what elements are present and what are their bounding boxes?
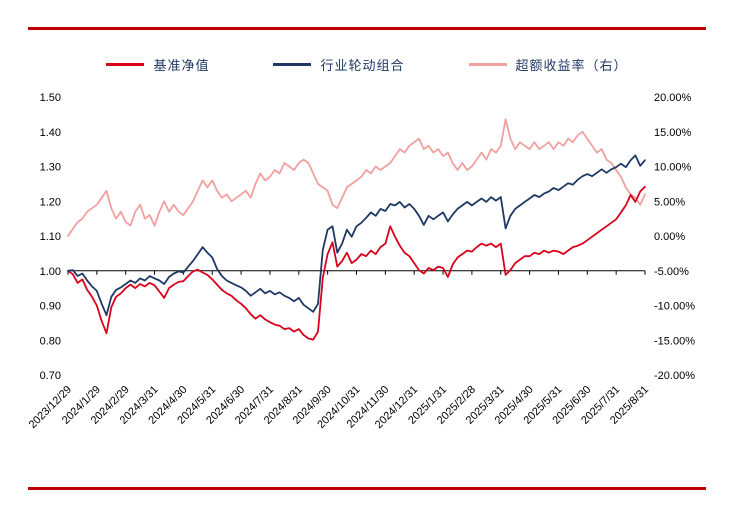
legend-item-benchmark: 基准净值 <box>106 55 209 74</box>
right-axis-tick-label: 15.00% <box>654 127 692 139</box>
top-border-rule <box>28 27 706 30</box>
bottom-border-rule <box>28 487 706 490</box>
x-axis-ticks <box>67 270 646 275</box>
right-axis-tick-label: -5.00% <box>654 266 689 278</box>
series-line-1 <box>67 154 646 317</box>
left-axis-labels: 1.50 1.40 1.30 1.20 1.10 1.00 0.90 0.80 0.70 <box>40 92 61 382</box>
legend-label-rotation-portfolio: 行业轮动组合 <box>320 58 405 73</box>
left-axis-tick-label: 1.30 <box>40 162 61 174</box>
legend-label-excess-return: 超额收益率（右） <box>515 58 628 73</box>
legend-label-benchmark: 基准净值 <box>153 58 210 73</box>
left-axis-tick-label: 1.50 <box>40 92 61 104</box>
left-axis-tick-label: 1.20 <box>40 196 61 208</box>
left-axis-tick-label: 1.10 <box>40 231 61 243</box>
legend-item-rotation-portfolio: 行业轮动组合 <box>273 55 404 74</box>
legend-line-swatch-pink <box>468 63 507 66</box>
right-axis-tick-label: 10.00% <box>654 162 692 174</box>
right-axis-tick-label: -10.00% <box>654 301 695 313</box>
right-axis-labels: 20.00% 15.00% 10.00% 5.00% 0.00% -5.00% -10.00… <box>654 92 695 382</box>
left-axis-tick-label: 0.90 <box>40 301 61 313</box>
series-line-0 <box>67 185 646 341</box>
left-axis-tick-label: 0.80 <box>40 335 61 347</box>
legend-line-swatch-navy <box>273 63 312 66</box>
right-axis-tick-label: 20.00% <box>654 92 692 104</box>
left-axis-tick-label: 0.70 <box>40 370 61 382</box>
right-axis-tick-label: -15.00% <box>654 335 695 347</box>
right-axis-tick-label: -20.00% <box>654 370 695 382</box>
right-axis-tick-label: 0.00% <box>654 231 685 243</box>
left-axis-tick-label: 1.00 <box>40 266 61 278</box>
legend-item-excess-return: 超额收益率（右） <box>468 55 628 74</box>
right-axis-tick-label: 5.00% <box>654 196 685 208</box>
x-axis-labels: 2023/12/292024/1/292024/2/292024/3/31202… <box>27 384 651 431</box>
left-axis-tick-label: 1.40 <box>40 127 61 139</box>
series-line-2 <box>67 118 646 237</box>
chart-legend: 基准净值 行业轮动组合 超额收益率（右） <box>0 55 734 74</box>
legend-line-swatch-red <box>106 63 145 66</box>
